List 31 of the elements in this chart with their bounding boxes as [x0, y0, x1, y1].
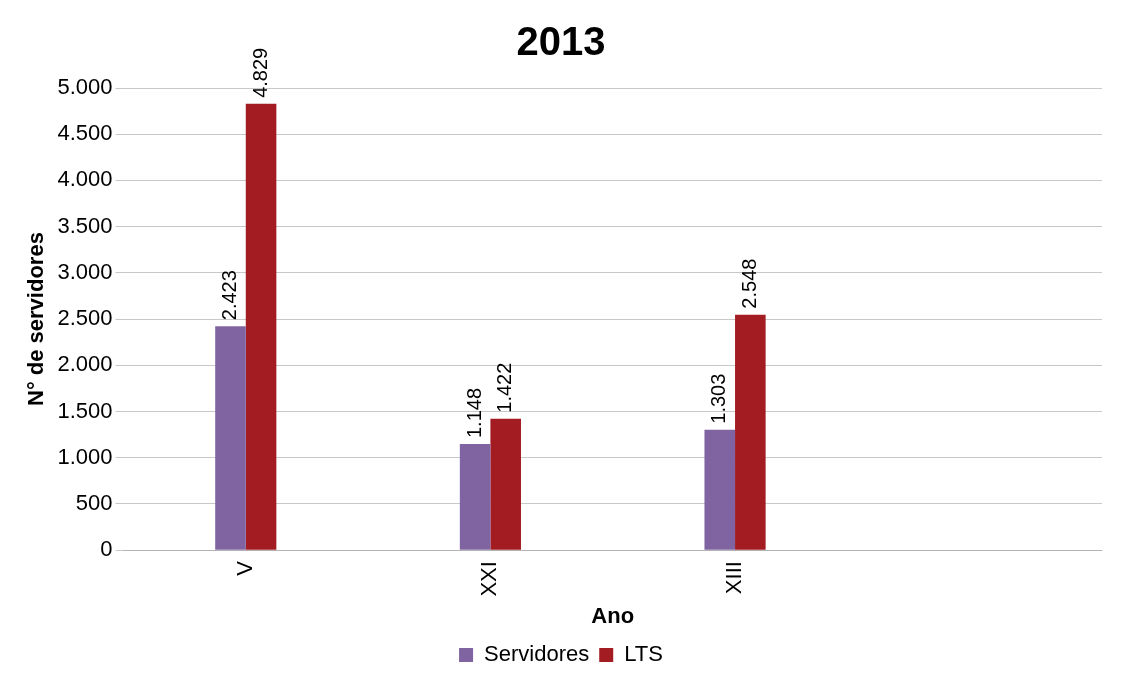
y-tick-label: 2.000	[57, 351, 113, 377]
y-tick-label: 3.000	[57, 258, 113, 284]
y-tick-label: 5.000	[57, 74, 113, 100]
y-tick-label: 1.000	[57, 443, 113, 469]
chart-title: 2013	[516, 19, 606, 64]
data-label: 2.548	[737, 258, 760, 309]
x-tick-label: XIII	[721, 561, 747, 595]
y-tick-label: 4.000	[57, 166, 113, 192]
bar	[459, 444, 491, 550]
legend-label: LTS	[624, 641, 663, 667]
data-label: 4.829	[248, 47, 271, 98]
x-axis-title: Ano	[591, 602, 635, 628]
bar	[735, 314, 766, 550]
y-tick-label: 3.500	[57, 212, 113, 238]
data-label: 1.303	[707, 373, 730, 424]
y-tick-label: 0	[100, 536, 113, 562]
y-tick-label: 1.500	[57, 397, 113, 423]
x-tick-label: V	[231, 560, 257, 576]
x-tick-label: XXI	[476, 561, 502, 597]
bar	[245, 103, 277, 550]
bar	[490, 418, 521, 550]
legend-label: Servidores	[484, 641, 590, 667]
bar	[704, 429, 736, 550]
y-tick-label: 4.500	[57, 120, 113, 146]
bar	[215, 326, 246, 550]
y-tick-label: 2.500	[57, 305, 113, 331]
data-label: 1.148	[462, 387, 485, 439]
y-axis-title: N° de servidores	[23, 232, 49, 407]
data-label: 1.422	[493, 362, 516, 413]
y-tick-label: 500	[75, 489, 113, 515]
data-label: 2.423	[218, 270, 240, 321]
